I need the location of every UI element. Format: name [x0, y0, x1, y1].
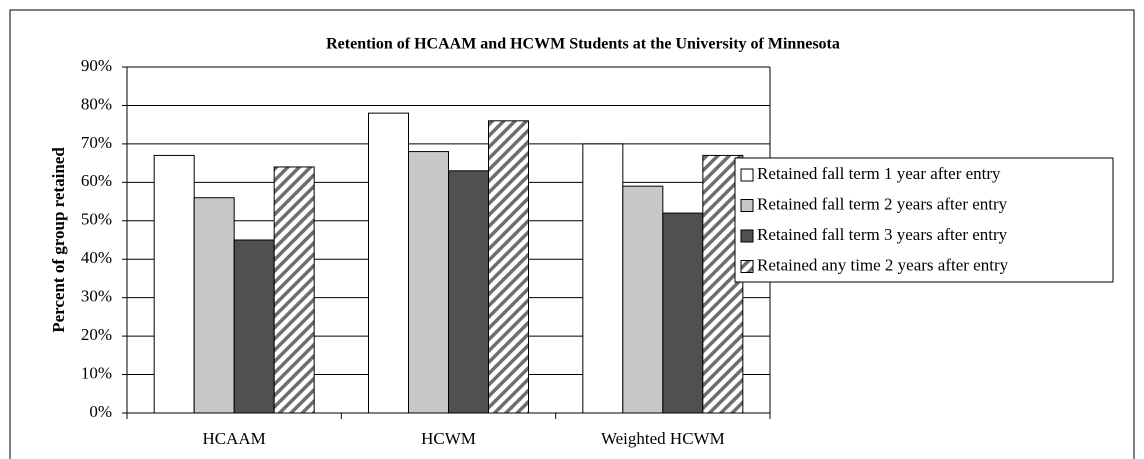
legend-label: Retained fall term 2 years after entry — [757, 194, 1008, 213]
y-tick-label: 30% — [81, 287, 112, 306]
chart-frame — [9, 9, 1135, 459]
y-tick-label: 60% — [81, 171, 112, 190]
y-tick-label: 0% — [89, 402, 112, 421]
legend-box — [734, 157, 1114, 283]
y-tick-label: 20% — [81, 325, 112, 344]
bar — [368, 112, 409, 414]
legend-label: Retained fall term 1 year after entry — [757, 164, 1001, 183]
x-tick-label: HCAAM — [203, 429, 266, 448]
legend-label: Retained any time 2 years after entry — [757, 255, 1009, 274]
y-tick-label: 10% — [81, 363, 112, 382]
legend-swatch — [740, 168, 754, 182]
legend-swatch — [740, 229, 754, 243]
bar — [488, 120, 529, 414]
bar — [193, 197, 235, 414]
bar — [622, 185, 664, 414]
y-tick-label: 70% — [81, 133, 112, 152]
bar — [582, 143, 624, 414]
y-axis-label: Percent of group retained — [49, 147, 68, 333]
bar — [233, 239, 275, 414]
x-tick-label: HCWM — [421, 429, 476, 448]
legend-swatch — [740, 199, 754, 212]
y-tick-label: 80% — [81, 94, 112, 113]
legend-swatch — [740, 260, 754, 273]
bar — [273, 166, 315, 414]
bar — [153, 154, 195, 414]
legend-label: Retained fall term 3 years after entry — [757, 225, 1008, 244]
x-tick-label: Weighted HCWM — [601, 429, 725, 448]
y-tick-label: 90% — [81, 56, 112, 75]
bar — [662, 212, 704, 414]
y-tick-label: 50% — [81, 210, 112, 229]
y-tick-label: 40% — [81, 248, 112, 267]
chart-title: Retention of HCAAM and HCWM Students at … — [326, 36, 840, 53]
bar — [408, 151, 449, 414]
bar — [448, 170, 489, 414]
